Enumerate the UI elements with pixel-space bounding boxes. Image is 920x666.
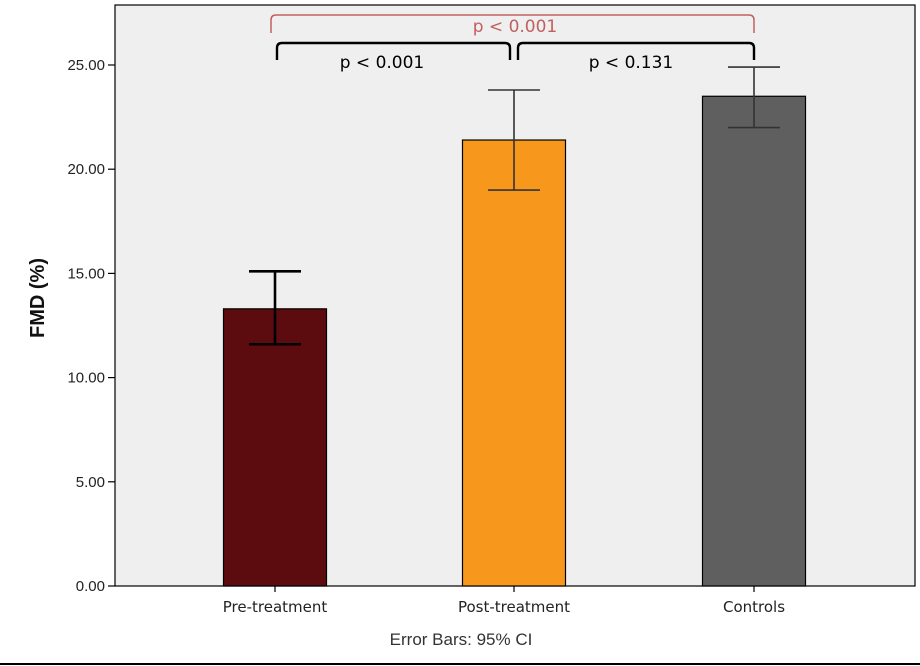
bar	[701, 95, 807, 587]
bar	[222, 308, 328, 587]
x-axis: Pre-treatment Post-treatment Controls	[223, 586, 785, 616]
p-value-label: p < 0.001	[473, 17, 558, 37]
category-label: Post-treatment	[458, 598, 570, 616]
category-label: Controls	[723, 598, 785, 616]
p-value-label: p < 0.001	[340, 53, 425, 73]
category-label: Pre-treatment	[223, 598, 328, 616]
y-tick-label: 10.00	[67, 370, 105, 387]
y-tick-label: 15.00	[67, 265, 105, 282]
significance-brackets: p < 0.001 p < 0.131 p < 0.001	[270, 14, 756, 73]
footnote: Error Bars: 95% CI	[390, 630, 533, 649]
y-axis-title: FMD (%)	[27, 258, 49, 338]
y-tick-label: 0.00	[76, 578, 105, 595]
bar	[461, 139, 567, 587]
error-bars	[249, 66, 780, 346]
y-tick-label: 20.00	[67, 161, 105, 178]
y-tick-label: 5.00	[76, 474, 105, 491]
y-tick-label: 25.00	[67, 57, 105, 74]
significance-bracket	[516, 41, 756, 60]
p-value-label: p < 0.131	[589, 53, 674, 73]
significance-bracket	[270, 14, 755, 33]
significance-bracket	[275, 41, 512, 60]
y-axis: 0.00 5.00 10.00 15.00 20.00 25.00	[67, 57, 115, 595]
